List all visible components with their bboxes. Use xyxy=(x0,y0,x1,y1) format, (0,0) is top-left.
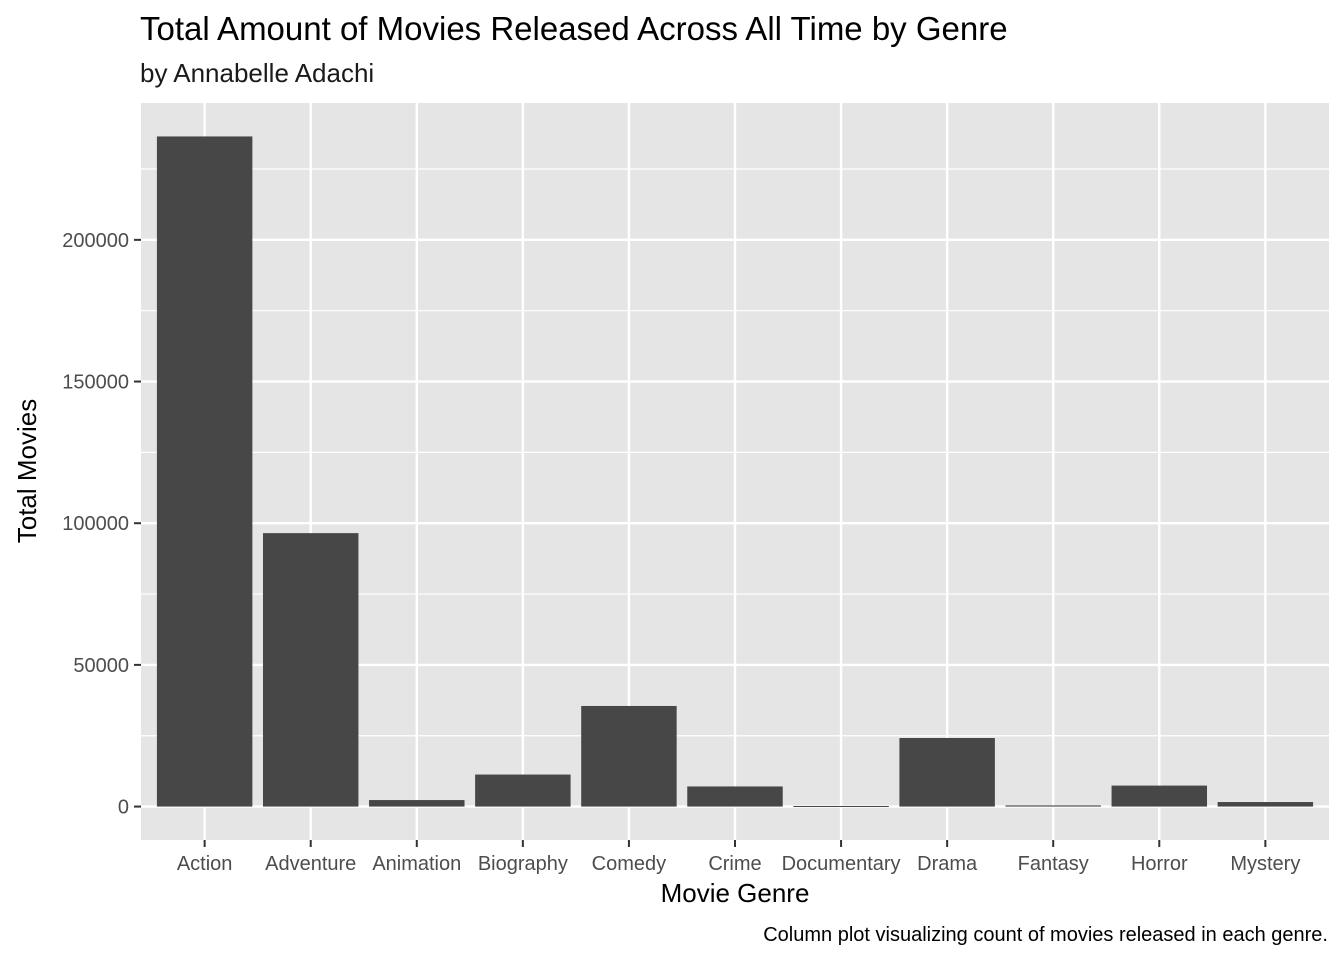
x-tick-label: Documentary xyxy=(782,853,901,875)
x-tick-label: Mystery xyxy=(1230,853,1300,875)
x-axis-title: Movie Genre xyxy=(661,878,810,908)
x-tick-label: Horror xyxy=(1131,853,1188,875)
bar-action xyxy=(156,136,253,807)
y-axis: 0 50000 100000 150000 200000 xyxy=(62,230,141,819)
bars xyxy=(156,136,1314,807)
chart-subtitle: by Annabelle Adachi xyxy=(140,58,374,88)
chart-caption: Column plot visualizing count of movies … xyxy=(763,924,1328,946)
bar-adventure xyxy=(262,533,359,807)
y-tick-label: 150000 xyxy=(62,372,129,394)
x-tick-label: Drama xyxy=(917,853,978,875)
bar-comedy xyxy=(581,705,677,807)
bar-drama xyxy=(899,737,995,807)
chart-title: Total Amount of Movies Released Across A… xyxy=(140,10,1008,47)
x-tick-label: Adventure xyxy=(265,853,356,875)
bar-animation xyxy=(369,800,465,807)
x-tick-label: Animation xyxy=(372,853,461,875)
bar-mystery xyxy=(1217,802,1314,807)
bar-crime xyxy=(687,786,783,807)
y-tick-label: 100000 xyxy=(62,513,129,535)
y-tick-label: 0 xyxy=(118,797,129,819)
bar-horror xyxy=(1111,785,1208,807)
x-axis: Action Adventure Animation Biography Comedy C… xyxy=(177,840,1300,875)
bar-fantasy xyxy=(1005,805,1101,807)
x-tick-label: Comedy xyxy=(592,853,666,875)
y-tick-label: 50000 xyxy=(73,655,129,677)
y-axis-title: Total Movies xyxy=(12,399,42,544)
bar-biography xyxy=(475,774,571,807)
x-tick-label: Crime xyxy=(708,853,761,875)
y-tick-label: 200000 xyxy=(62,230,129,252)
x-tick-label: Biography xyxy=(478,853,568,875)
x-tick-label: Action xyxy=(177,853,233,875)
bar-documentary xyxy=(793,805,889,807)
x-tick-label: Fantasy xyxy=(1018,853,1089,875)
